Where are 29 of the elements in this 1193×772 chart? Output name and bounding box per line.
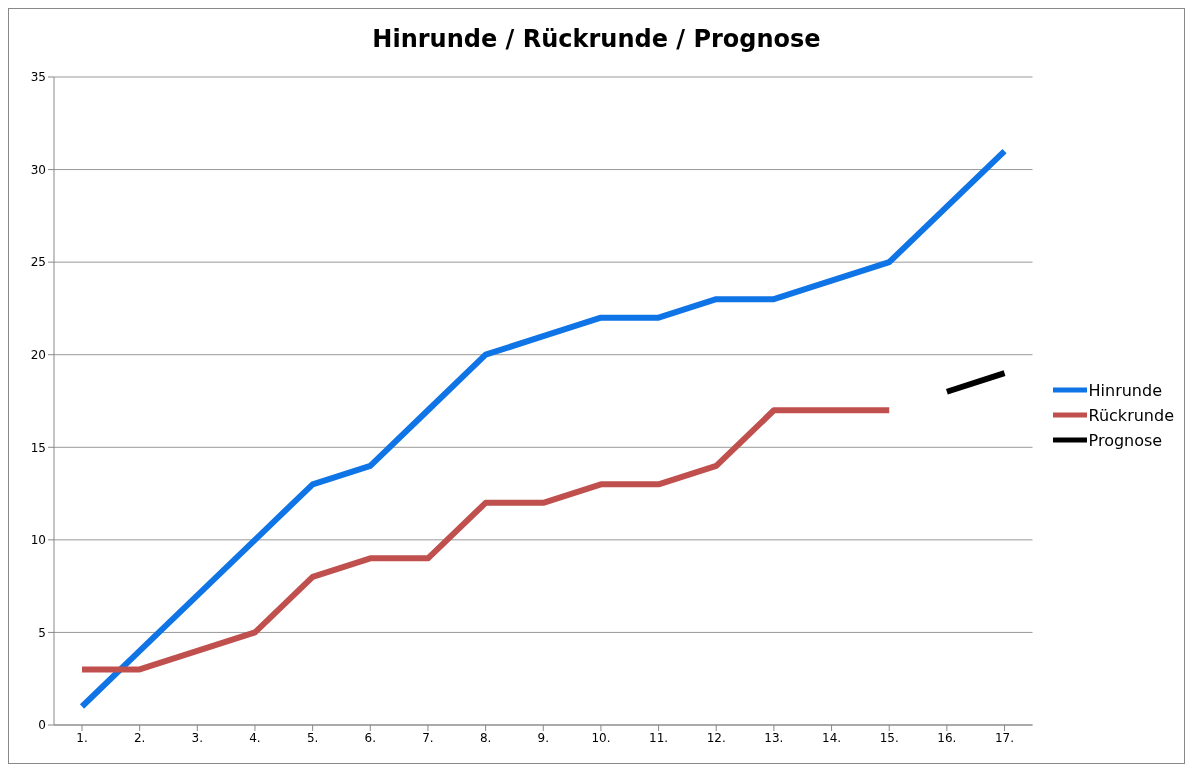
x-tick-label: 6. <box>364 730 377 745</box>
y-tick-label: 0 <box>38 718 46 733</box>
x-tick-label: 16. <box>937 730 957 745</box>
y-tick-label: 5 <box>38 625 46 640</box>
x-tick-label: 10. <box>591 730 611 745</box>
x-tick-label: 11. <box>649 730 669 745</box>
x-tick-label: 17. <box>994 730 1015 745</box>
x-tick-label: 3. <box>191 730 204 745</box>
x-tick-label: 2. <box>133 730 146 745</box>
x-tick-label: 1. <box>76 730 88 745</box>
y-tick-label: 10 <box>30 533 46 548</box>
y-tick-label: 30 <box>30 162 46 177</box>
x-tick-label: 7. <box>422 730 434 745</box>
y-tick-label: 15 <box>30 440 46 455</box>
x-tick-label: 15. <box>879 730 899 745</box>
legend-label: Prognose <box>1088 430 1163 450</box>
y-tick-label: 20 <box>30 347 46 362</box>
x-tick-label: 8. <box>479 730 492 745</box>
x-tick-label: 9. <box>537 730 549 745</box>
y-tick-label: 35 <box>30 70 46 85</box>
legend-label: Hinrunde <box>1088 380 1163 400</box>
chart-title: Hinrunde / Rückrunde / Prognose <box>371 24 822 55</box>
x-tick-label: 14. <box>822 730 842 745</box>
y-tick-label: 25 <box>30 255 46 270</box>
legend-label: Rückrunde <box>1088 405 1174 425</box>
x-tick-label: 4. <box>249 730 261 745</box>
x-tick-label: 13. <box>764 730 784 745</box>
x-tick-label: 5. <box>306 730 319 745</box>
x-tick-label: 12. <box>706 730 726 745</box>
